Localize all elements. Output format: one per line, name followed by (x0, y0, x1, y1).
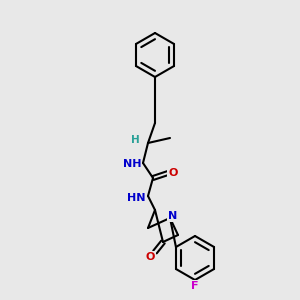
Text: HN: HN (128, 193, 146, 203)
Text: H: H (131, 135, 140, 145)
Text: NH: NH (122, 159, 141, 169)
Text: O: O (168, 168, 178, 178)
Text: F: F (191, 281, 199, 291)
Text: N: N (168, 211, 178, 221)
Text: O: O (145, 252, 155, 262)
